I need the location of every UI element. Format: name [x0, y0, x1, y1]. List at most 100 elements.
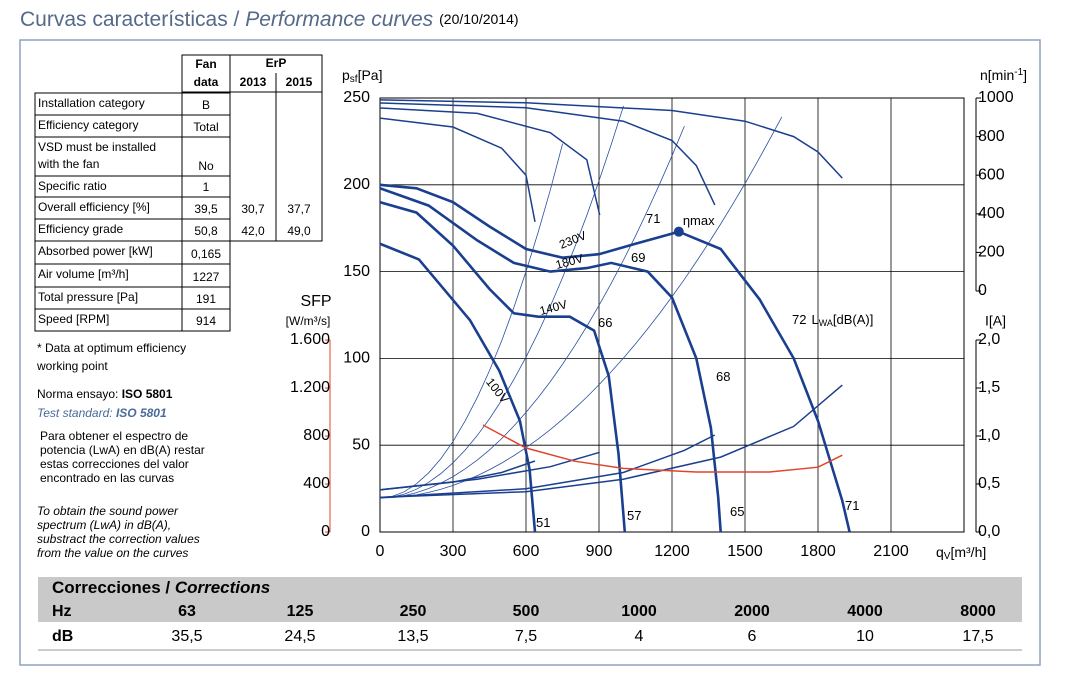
fan-value: Total	[193, 120, 218, 134]
db-label: dB	[52, 628, 73, 645]
erp-column	[275, 91, 323, 242]
x-tick-label: 900	[586, 543, 613, 560]
sound-level-value: 68	[716, 369, 730, 384]
fan-value: No	[198, 159, 214, 173]
curve	[379, 200, 627, 533]
db-value: 10	[856, 628, 874, 645]
sound-level-value: 71	[845, 498, 859, 513]
sound-level-value: 69	[631, 250, 645, 265]
erp-value: 30,7	[241, 202, 265, 216]
hz-value: 125	[287, 603, 314, 620]
sound-level-value: 65	[730, 504, 744, 519]
fan-value: B	[202, 98, 210, 112]
row-label: Specific ratio	[38, 179, 107, 193]
header-text: 2015	[286, 75, 313, 89]
sfp-axis-unit: [W/m³/s]	[286, 314, 331, 328]
sound-level: 66	[598, 315, 612, 330]
system-curve	[379, 105, 624, 499]
erp-value: 37,7	[287, 202, 311, 216]
sound-level: 57	[627, 508, 641, 523]
standard-text: Test standard:	[37, 406, 116, 420]
sfp-tick-label: 1.200	[290, 379, 330, 396]
n-tick-label: 200	[978, 244, 1005, 261]
n-tick-label: 1000	[978, 89, 1014, 106]
fan-value: 1	[203, 180, 210, 194]
n-axis-title: n[min-1]	[980, 67, 1027, 83]
norma-text: Norma ensayo:	[37, 387, 122, 401]
y-title-sub: sf	[350, 74, 358, 85]
x-title-unit: [m³/h]	[950, 544, 986, 560]
lwa-unit: [dB(A)]	[833, 312, 873, 327]
curve	[379, 102, 716, 206]
header-text: ErP	[266, 56, 287, 70]
hz-value: 63	[178, 603, 196, 620]
x-tick-label: 1800	[800, 543, 836, 560]
fan-value: 50,8	[194, 224, 218, 238]
curve	[379, 183, 851, 533]
fan-value: 39,5	[194, 202, 218, 216]
db-value: 6	[748, 628, 757, 645]
y-tick-label: 100	[343, 350, 370, 367]
fan-value: 0,165	[191, 247, 221, 261]
y-axis-title: psf[Pa]	[342, 67, 382, 85]
sfp-tick-label: 1.600	[290, 331, 330, 348]
note: working point	[36, 359, 108, 373]
sound-level-value: 72	[792, 312, 806, 327]
y-tick-label: 0	[361, 523, 370, 540]
norma: Norma ensayo: ISO 5801	[37, 387, 173, 401]
sound-level-value: 66	[598, 315, 612, 330]
title-main: Curvas características /	[20, 8, 245, 31]
value-cell	[181, 308, 231, 332]
y-tick-label: 200	[343, 176, 370, 193]
n-title-end: ]	[1023, 67, 1027, 83]
curve-label: 140V	[538, 297, 569, 318]
curve	[482, 424, 843, 473]
header-text: Fan	[195, 57, 216, 71]
note-es: estas correcciones del valor	[40, 457, 189, 471]
x-tick-label: 1500	[727, 543, 763, 560]
row-label: Total pressure [Pa]	[38, 290, 138, 304]
curve	[379, 117, 536, 223]
system-curve	[379, 116, 783, 499]
y-tick-label: 250	[343, 89, 370, 106]
hz-label: Hz	[52, 603, 72, 620]
row-label: VSD must be installed	[38, 140, 156, 154]
row-label: Installation category	[38, 96, 145, 110]
header-text: 2013	[240, 75, 267, 89]
x-tick-label: 1200	[654, 543, 690, 560]
curve-label: 230V	[557, 228, 588, 251]
sfp-tick-label: 400	[303, 475, 330, 492]
erp-value: 42,0	[241, 224, 265, 238]
note-es: Para obtener el espectro de	[40, 429, 188, 443]
y-title-main: p	[342, 67, 350, 83]
title-date: (20/10/2014)	[439, 11, 518, 27]
curve-label: 100V	[483, 375, 511, 406]
i-tick-label: 1,5	[978, 379, 1000, 396]
note-en: substract the correction values	[37, 532, 200, 546]
n-title-main: n[min	[980, 67, 1014, 83]
norma-bold: ISO 5801	[122, 387, 173, 401]
note-en: To obtain the sound power	[37, 504, 179, 518]
note-es: potencia (LwA) en dB(A) restar	[40, 443, 205, 457]
sound-level: 68	[716, 369, 730, 384]
sound-level: 69	[631, 250, 645, 265]
x-tick-label: 2100	[873, 543, 909, 560]
frame	[19, 39, 1041, 666]
row-label: Absorbed power [kW]	[38, 244, 153, 258]
i-tick-label: 1,0	[978, 427, 1000, 444]
erp-column	[229, 91, 277, 242]
i-tick-label: 2,0	[978, 331, 1000, 348]
y-tick-label: 50	[352, 436, 370, 453]
db-value: 17,5	[962, 628, 993, 645]
n-tick-label: 400	[978, 205, 1005, 222]
fan-value: 1227	[193, 270, 220, 284]
corrections-title-main: Correcciones /	[52, 578, 175, 597]
curve	[379, 434, 716, 499]
hz-value: 2000	[734, 603, 770, 620]
db-value: 35,5	[171, 628, 202, 645]
erp-value: 49,0	[287, 224, 311, 238]
header-text: data	[194, 75, 219, 89]
row-label: Overall efficiency [%]	[38, 200, 150, 214]
